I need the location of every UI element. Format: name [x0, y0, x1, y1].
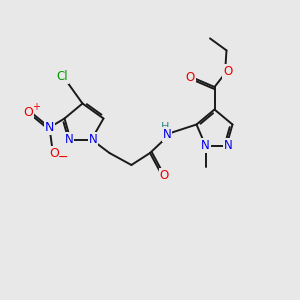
Text: O: O	[186, 70, 195, 84]
Text: O: O	[24, 106, 33, 119]
Text: N: N	[201, 139, 210, 152]
Text: Cl: Cl	[56, 70, 68, 83]
Text: −: −	[58, 151, 68, 164]
Text: N: N	[224, 139, 232, 152]
Text: N: N	[64, 133, 74, 146]
Text: N: N	[163, 128, 172, 141]
Text: H: H	[161, 122, 169, 132]
Text: N: N	[45, 121, 54, 134]
Text: N: N	[88, 133, 98, 146]
Text: O: O	[160, 169, 169, 182]
Text: O: O	[49, 147, 59, 160]
Text: +: +	[32, 101, 40, 112]
Text: O: O	[224, 65, 232, 78]
